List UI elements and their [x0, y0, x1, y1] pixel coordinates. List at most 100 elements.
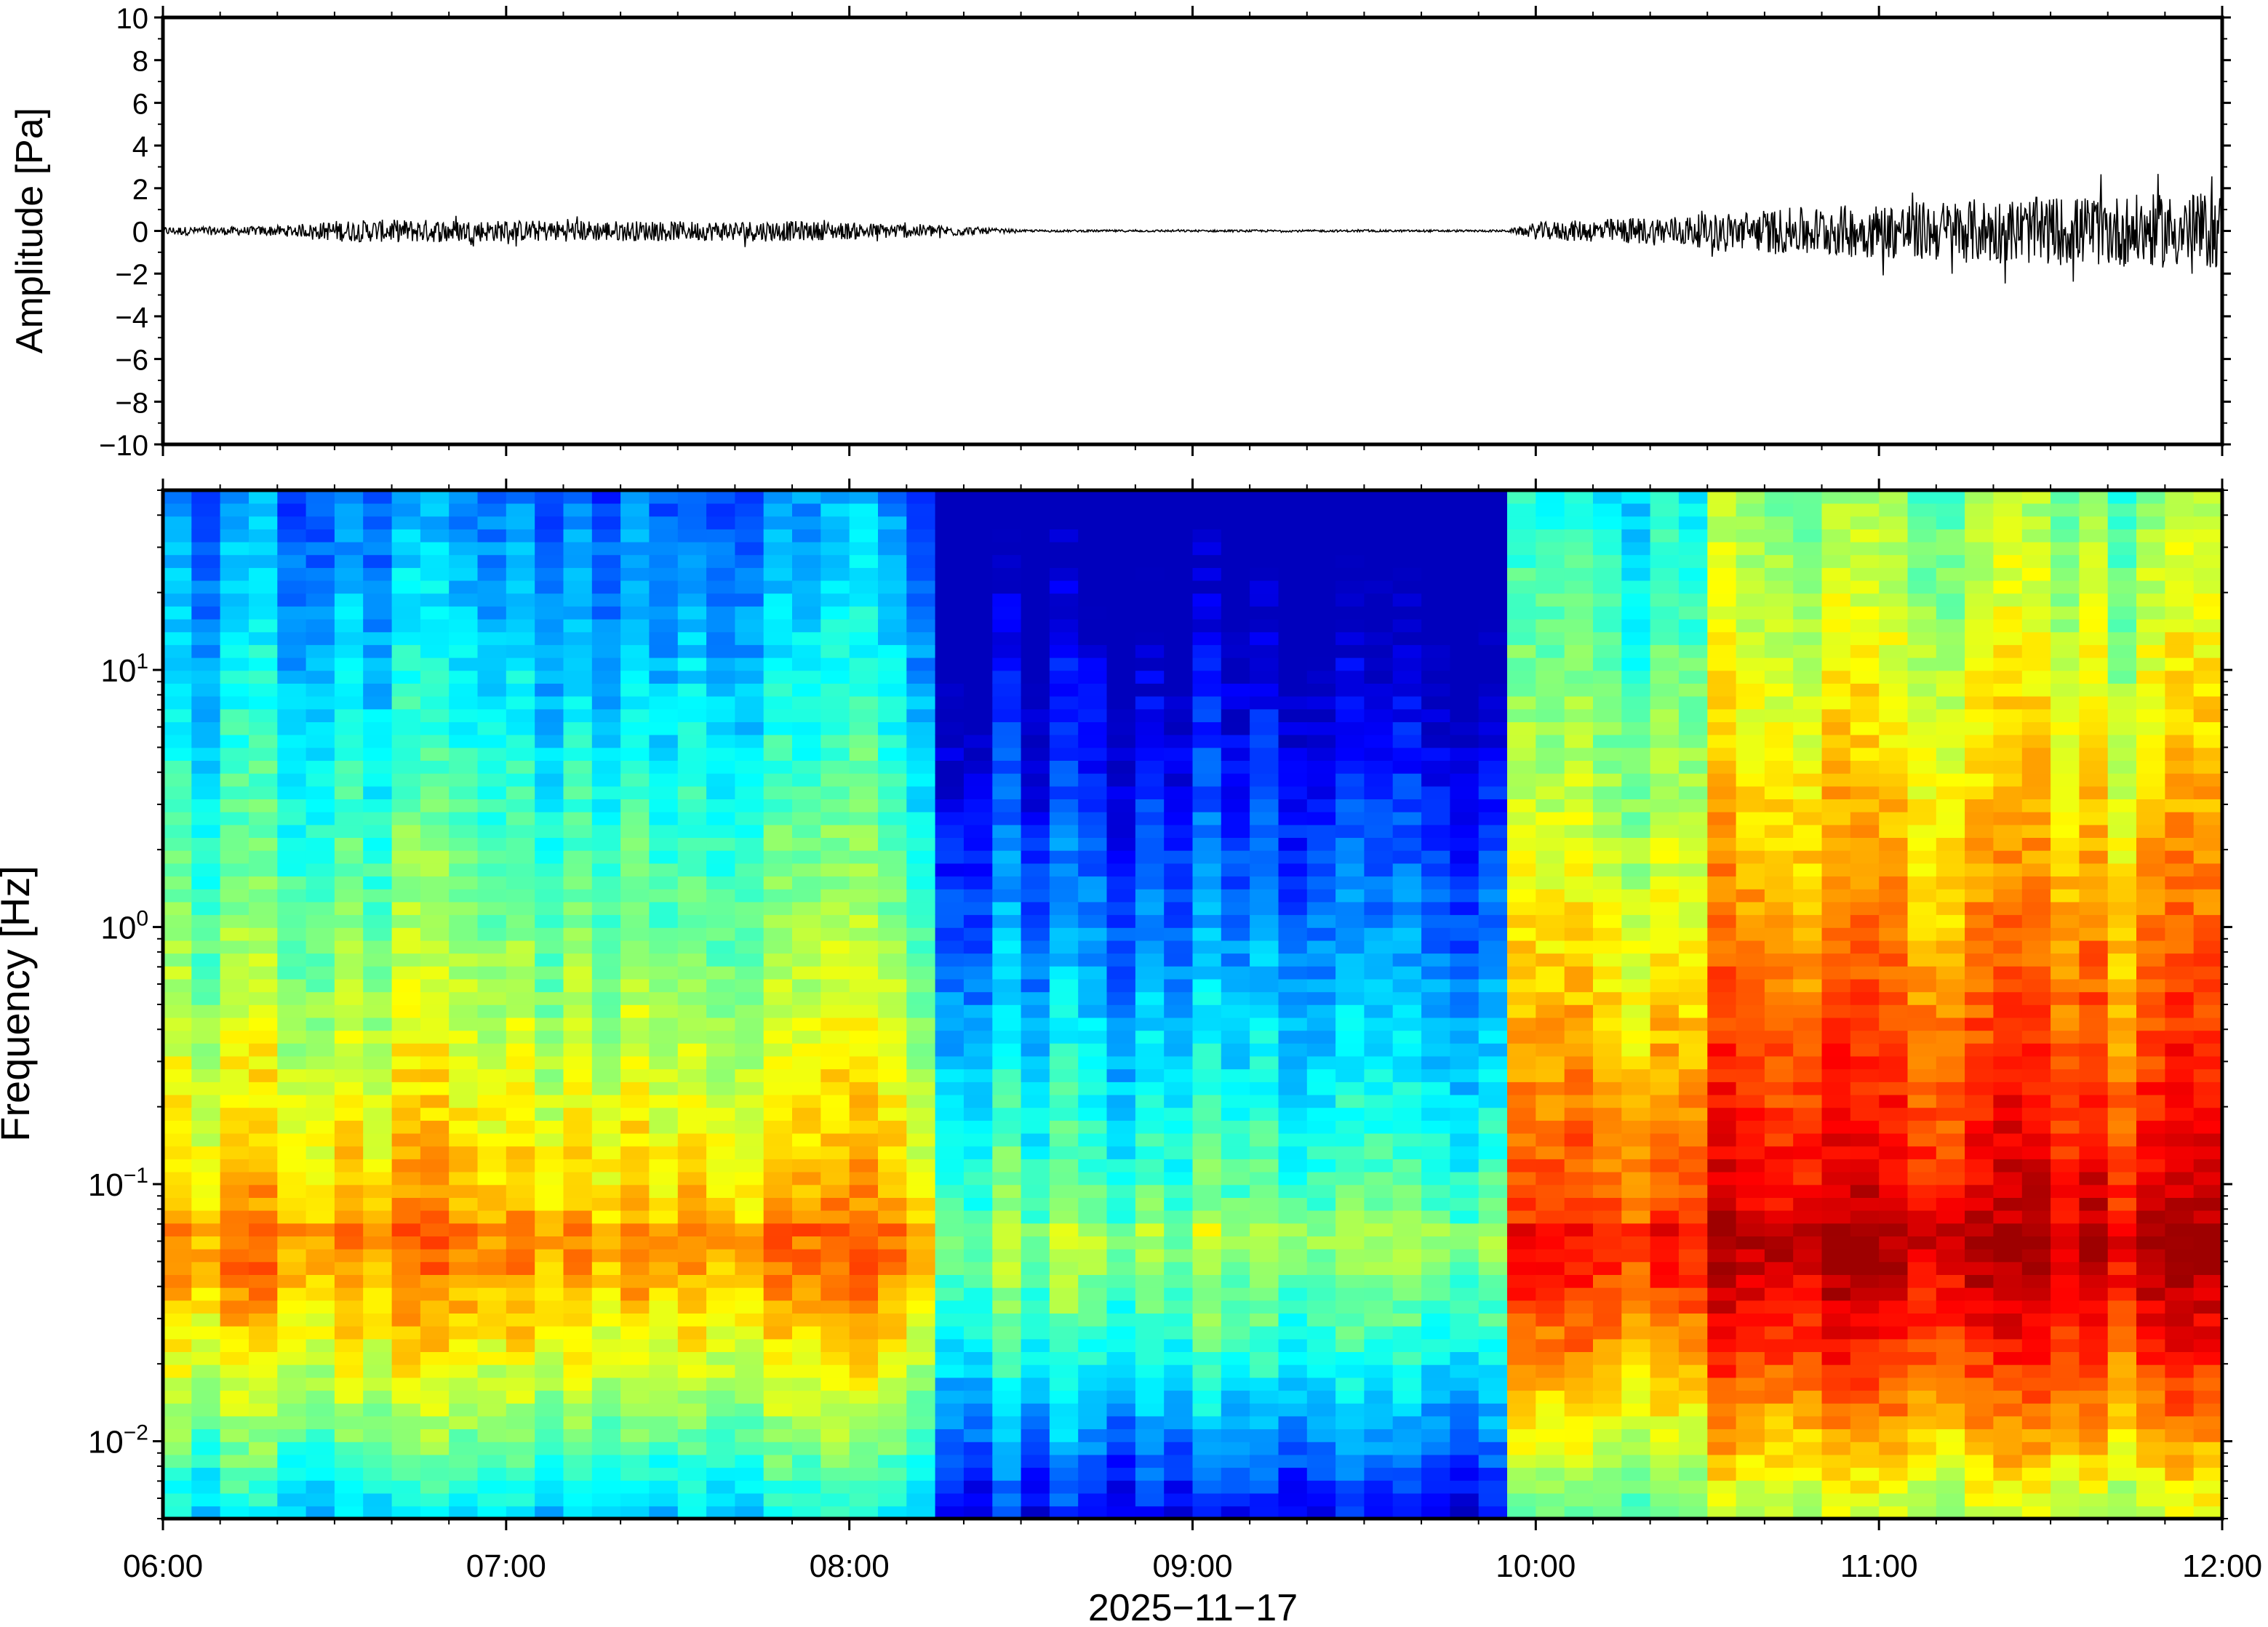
- spectrogram-cell: [420, 1146, 450, 1159]
- spectrogram-cell: [764, 1249, 793, 1263]
- spectrogram-cell: [706, 914, 735, 928]
- spectrogram-cell: [1421, 927, 1450, 941]
- spectrogram-cell: [1307, 1467, 1336, 1481]
- spectrogram-cell: [678, 914, 707, 928]
- spectrogram-cell: [735, 1197, 764, 1211]
- spectrogram-cell: [191, 735, 220, 748]
- spectrogram-cell: [1279, 1095, 1308, 1108]
- spectrogram-cell: [220, 1455, 249, 1468]
- spectrogram-cell: [1593, 979, 1622, 993]
- spectrogram-cell: [506, 1172, 535, 1186]
- spectrogram-cell: [1364, 631, 1393, 645]
- spectrogram-cell: [935, 516, 965, 529]
- spectrogram-cell: [1793, 683, 1822, 697]
- spectrogram-cell: [935, 709, 965, 723]
- spectrogram-cell: [735, 593, 764, 607]
- spectrogram-cell: [1765, 1056, 1794, 1070]
- spectrogram-cell: [878, 644, 907, 658]
- spectrogram-cell: [506, 1146, 535, 1159]
- spectrogram-cell: [1335, 1480, 1365, 1494]
- spectrogram-cell: [564, 863, 593, 877]
- spectrogram-cell: [1421, 619, 1450, 633]
- spectrogram-cell: [792, 1313, 821, 1327]
- spectrogram-cell: [1193, 1300, 1222, 1314]
- spectrogram-cell: [1822, 721, 1851, 735]
- spectrogram-cell: [249, 1493, 278, 1507]
- spectrogram-cell: [964, 1416, 993, 1430]
- spectrogram-cell: [535, 1133, 564, 1147]
- spectrogram-cell: [335, 644, 364, 658]
- spectrogram-cell: [191, 1480, 220, 1494]
- spectrogram-cell: [1507, 1159, 1536, 1172]
- spectrogram-cell: [620, 1030, 650, 1044]
- spectrogram-cell: [1621, 631, 1650, 645]
- spectrogram-cell: [306, 580, 335, 594]
- spectrogram-cell: [1879, 1287, 1908, 1301]
- spectrogram-cell: [1793, 850, 1822, 864]
- spectrogram-cell: [1164, 1146, 1193, 1159]
- spectrogram-cell: [1679, 1249, 1708, 1263]
- spectrogram-cell: [1765, 709, 1794, 723]
- spectrogram-cell: [620, 1378, 650, 1391]
- spectrogram-cell: [1335, 850, 1365, 864]
- spectrogram-cell: [191, 671, 220, 684]
- spectrogram-cell: [1364, 593, 1393, 607]
- spectrogram-cell: [592, 1004, 621, 1018]
- spectrogram-cell: [1822, 1018, 1851, 1031]
- spectrogram-cell: [906, 1364, 935, 1378]
- spectrogram-cell: [363, 1300, 392, 1314]
- spectrogram-cell: [363, 991, 392, 1005]
- spectrogram-cell: [735, 1172, 764, 1186]
- spectrogram-cell: [1536, 1159, 1565, 1172]
- spectrogram-cell: [1164, 1480, 1193, 1494]
- spectrogram-cell: [1479, 644, 1508, 658]
- spectrogram-cell: [277, 748, 306, 761]
- spectrogram-cell: [1593, 991, 1622, 1005]
- spectrogram-cell: [306, 773, 335, 787]
- spectrogram-cell: [706, 1313, 735, 1327]
- spectrogram-cell: [363, 902, 392, 916]
- spectrogram-cell: [535, 606, 564, 620]
- spectrogram-cell: [420, 721, 450, 735]
- spectrogram-cell: [1135, 1249, 1165, 1263]
- spectrogram-cell: [1479, 966, 1508, 980]
- spectrogram-cell: [935, 1455, 965, 1468]
- spectrogram-cell: [1335, 1378, 1365, 1391]
- spectrogram-cell: [850, 1455, 879, 1468]
- spectrogram-cell: [1364, 529, 1393, 543]
- spectrogram-cell: [1736, 580, 1765, 594]
- spectrogram-cell: [392, 721, 421, 735]
- spectrogram-cell: [420, 1313, 450, 1327]
- spectrogram-cell: [1822, 606, 1851, 620]
- spectrogram-cell: [592, 683, 621, 697]
- spectrogram-cell: [191, 1313, 220, 1327]
- spectrogram-cell: [220, 1287, 249, 1301]
- spectrogram-cell: [1707, 567, 1736, 581]
- spectrogram-cell: [1279, 1467, 1308, 1481]
- spectrogram-cell: [1078, 1120, 1107, 1134]
- spectrogram-cell: [1078, 1274, 1107, 1288]
- spectrogram-cell: [335, 542, 364, 556]
- spectrogram-cell: [1279, 554, 1308, 568]
- spectrogram-cell: [764, 516, 793, 529]
- spectrogram-cell: [277, 1133, 306, 1147]
- spectrogram-cell: [1736, 1082, 1765, 1095]
- spectrogram-cell: [1707, 644, 1736, 658]
- spectrogram-cell: [363, 580, 392, 594]
- spectrogram-cell: [1450, 1287, 1479, 1301]
- spectrogram-cell: [1736, 631, 1765, 645]
- spectrogram-cell: [1307, 1274, 1336, 1288]
- spectrogram-cell: [1107, 529, 1136, 543]
- spectrogram-cell: [1536, 1313, 1565, 1327]
- spectrogram-cell: [764, 1442, 793, 1455]
- spectrogram-cell: [1250, 1223, 1279, 1237]
- spectrogram-cell: [1565, 1068, 1594, 1082]
- spectrogram-cell: [363, 1172, 392, 1186]
- spectrogram-cell: [1850, 773, 1880, 787]
- spectrogram-cell: [678, 1467, 707, 1481]
- spectrogram-cell: [1221, 1030, 1250, 1044]
- spectrogram-cell: [1593, 1455, 1622, 1468]
- spectrogram-cell: [1364, 1133, 1393, 1147]
- spectrogram-cell: [335, 940, 364, 954]
